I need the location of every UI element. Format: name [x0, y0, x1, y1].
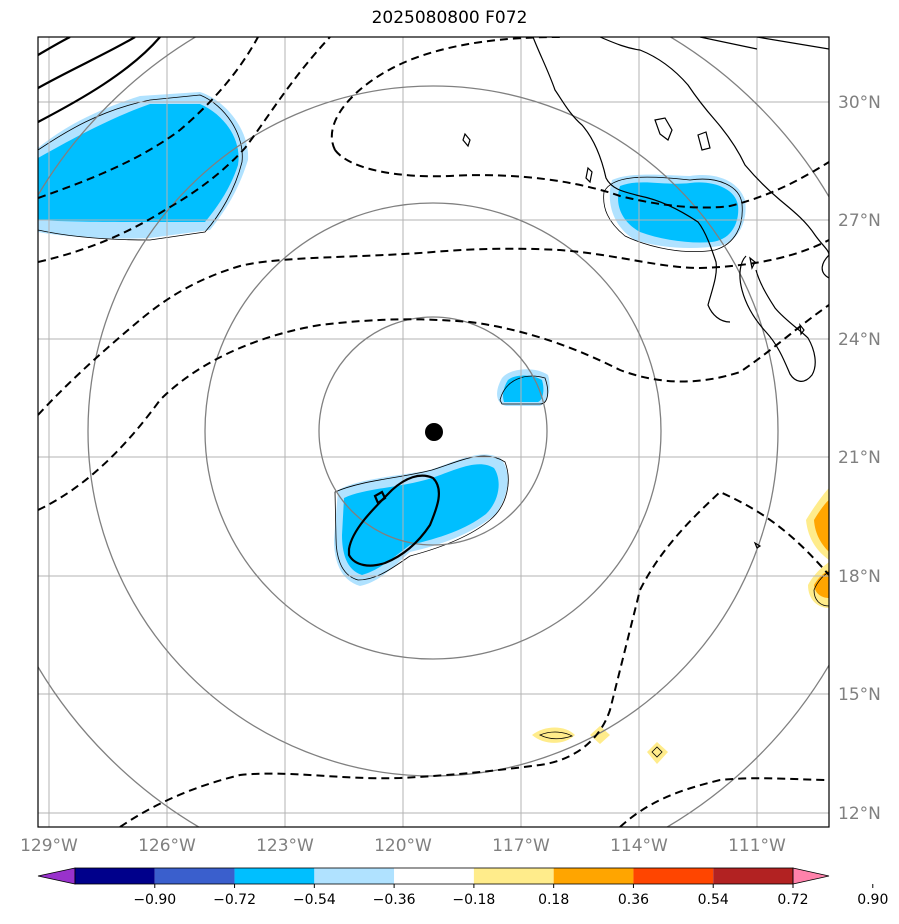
- colorbar-tick-label: 0.54: [698, 892, 729, 908]
- coastline: [462, 37, 829, 549]
- longitude-axis: 129°W 126°W 123°W 120°W 117°W 114°W 111°…: [20, 836, 786, 856]
- lat-label: 24°N: [838, 330, 881, 350]
- colorbar-tick-label: 0.18: [538, 892, 569, 908]
- storm-center-dot: [425, 423, 443, 441]
- lat-label: 21°N: [838, 448, 881, 468]
- lon-label: 129°W: [20, 836, 78, 856]
- lat-label: 30°N: [838, 93, 881, 113]
- solid-contours: [38, 37, 441, 567]
- colorbar-segment: [314, 868, 395, 884]
- colorbar-outline: [74, 867, 794, 885]
- colorbar-tick-label: 0.90: [857, 892, 888, 908]
- colorbar-tick-label: 0.36: [618, 892, 649, 908]
- lon-label: 120°W: [374, 836, 432, 856]
- colorbar-segment: [154, 868, 235, 884]
- dashed-height-contours: [38, 37, 829, 827]
- lon-label: 111°W: [728, 836, 786, 856]
- range-rings: [38, 37, 829, 827]
- colorbar-tick-label: −0.90: [133, 892, 176, 908]
- map-title: 2025080800 F072: [371, 8, 528, 28]
- lon-label: 117°W: [492, 836, 550, 856]
- graticule: [38, 37, 829, 827]
- lat-label: 12°N: [838, 804, 881, 824]
- lon-label: 126°W: [138, 836, 196, 856]
- colorbar: −0.90 −0.72 −0.54 −0.36 −0.18 0.18 0.36 0.54 0.7…: [37, 867, 888, 908]
- colorbar-tick-label: 0.72: [777, 892, 808, 908]
- colorbar-segment: [633, 868, 714, 884]
- map-frame: [37, 36, 830, 828]
- colorbar-segment: [553, 868, 634, 884]
- lon-label: 123°W: [256, 836, 314, 856]
- colorbar-segment: [394, 868, 474, 884]
- latitude-axis: 30°N 27°N 24°N 21°N 18°N 15°N 12°N: [838, 93, 881, 824]
- colorbar-extend-min: [37, 867, 76, 885]
- map-plot-area: [38, 37, 829, 827]
- colorbar-tick-label: −0.36: [373, 892, 416, 908]
- colorbar-segment: [234, 868, 315, 884]
- lat-label: 15°N: [838, 685, 881, 705]
- lat-label: 27°N: [838, 211, 881, 231]
- colorbar-extend-max: [792, 867, 830, 885]
- lat-label: 18°N: [838, 567, 881, 587]
- colorbar-tick-label: −0.72: [213, 892, 256, 908]
- colorbar-tick-label: −0.18: [452, 892, 495, 908]
- colorbar-segment: [75, 868, 155, 884]
- colorbar-tick-label: −0.54: [293, 892, 336, 908]
- lon-label: 114°W: [610, 836, 668, 856]
- colorbar-segment: [713, 868, 793, 884]
- colorbar-segment: [473, 868, 554, 884]
